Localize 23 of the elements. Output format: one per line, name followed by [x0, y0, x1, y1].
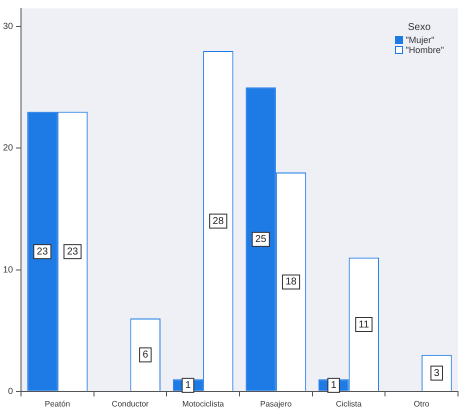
data-label: 11: [358, 319, 370, 330]
x-tick-label: Peatón: [44, 399, 70, 408]
data-label: 1: [185, 380, 192, 392]
data-label: 6: [142, 350, 149, 361]
legend-label: "Mujer": [406, 35, 434, 46]
data-label: 1: [330, 380, 337, 392]
y-tick-label: 30: [2, 21, 14, 32]
y-tick-label: 20: [2, 142, 14, 153]
legend-label: "Hombre": [406, 45, 444, 56]
legend-title: Sexo: [406, 22, 432, 34]
data-label: 18: [285, 276, 298, 288]
data-label: 25: [255, 234, 267, 246]
data-label: 23: [36, 246, 48, 258]
data-label: 3: [434, 368, 440, 379]
x-tick-label: Ciclista: [336, 399, 362, 408]
x-tick-label: Otro: [414, 399, 430, 408]
y-tick-label: 10: [2, 264, 14, 274]
x-tick-label: Motociclista: [182, 399, 225, 408]
x-tick-label: Conductor: [112, 399, 150, 408]
y-tick-label: 0: [8, 386, 14, 396]
x-tick-label: Pasajero: [260, 399, 292, 408]
data-label: 28: [212, 216, 224, 227]
data-label: 23: [66, 246, 79, 258]
